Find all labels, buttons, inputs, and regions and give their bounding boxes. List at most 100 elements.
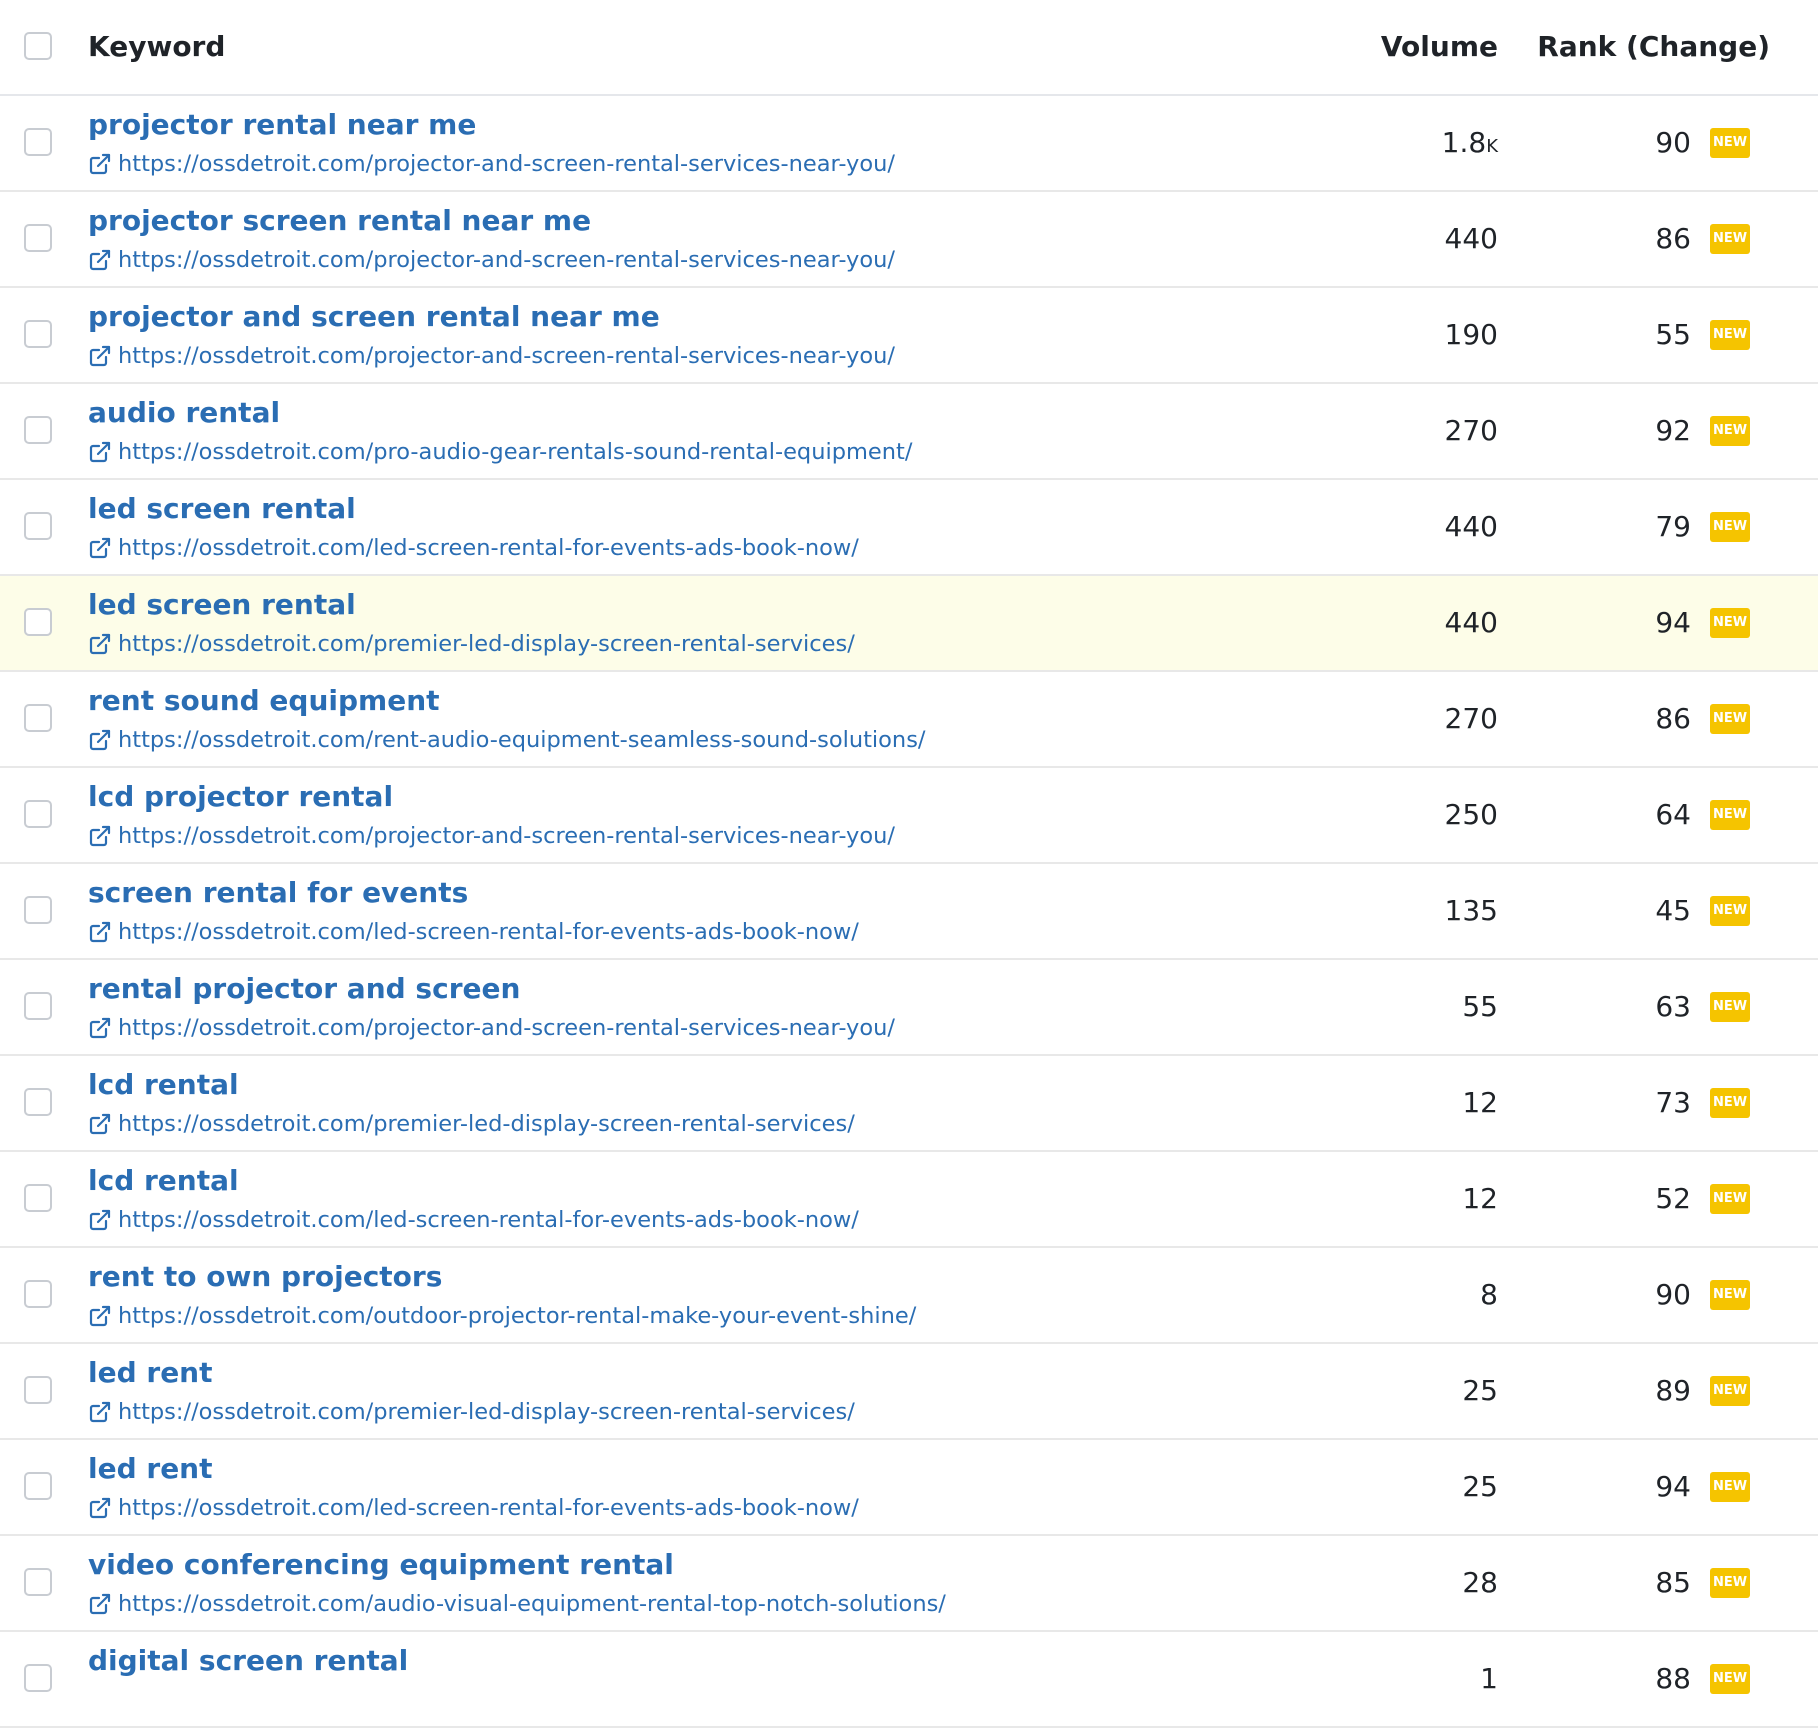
keyword-link[interactable]: led rent <box>88 1452 213 1485</box>
keyword-link[interactable]: lcd rental <box>88 1068 239 1101</box>
external-link-icon[interactable] <box>88 920 112 944</box>
row-checkbox[interactable] <box>24 1184 52 1212</box>
ranking-url-text[interactable]: https://ossdetroit.com/rent-audio-equipm… <box>118 727 926 753</box>
ranking-url[interactable]: https://ossdetroit.com/led-screen-rental… <box>88 1206 859 1234</box>
ranking-url-text[interactable]: https://ossdetroit.com/projector-and-scr… <box>118 151 895 177</box>
ranking-url[interactable]: https://ossdetroit.com/led-screen-rental… <box>88 534 859 562</box>
row-checkbox[interactable] <box>24 1664 52 1692</box>
ranking-url-text[interactable]: https://ossdetroit.com/pro-audio-gear-re… <box>118 439 913 465</box>
column-header-keyword[interactable]: Keyword <box>88 30 226 63</box>
external-link-icon[interactable] <box>88 1496 112 1520</box>
ranking-url-text[interactable]: https://ossdetroit.com/premier-led-displ… <box>118 1399 855 1425</box>
ranking-url[interactable]: https://ossdetroit.com/led-screen-rental… <box>88 1494 859 1522</box>
row-checkbox[interactable] <box>24 1088 52 1116</box>
ranking-url-text[interactable]: https://ossdetroit.com/premier-led-displ… <box>118 1111 855 1137</box>
external-link-icon[interactable] <box>88 632 112 656</box>
keyword-link[interactable]: led rent <box>88 1356 213 1389</box>
volume-number: 25 <box>1462 1470 1498 1503</box>
new-badge: NEW <box>1710 608 1750 638</box>
row-checkbox[interactable] <box>24 704 52 732</box>
external-link-icon[interactable] <box>88 536 112 560</box>
keyword-link[interactable]: rent to own projectors <box>88 1260 443 1293</box>
keyword-link[interactable]: audio rental <box>88 396 281 429</box>
row-checkbox[interactable] <box>24 992 52 1020</box>
row-checkbox[interactable] <box>24 416 52 444</box>
keyword-link[interactable]: video conferencing equipment rental <box>88 1548 674 1581</box>
new-badge: NEW <box>1710 704 1750 734</box>
ranking-url-text[interactable]: https://ossdetroit.com/projector-and-scr… <box>118 1015 895 1041</box>
row-checkbox[interactable] <box>24 1376 52 1404</box>
select-all-checkbox[interactable] <box>24 32 52 60</box>
volume-value: 12 <box>1462 1182 1498 1215</box>
ranking-url[interactable]: https://ossdetroit.com/projector-and-scr… <box>88 246 895 274</box>
external-link-icon[interactable] <box>88 152 112 176</box>
column-header-rank[interactable]: Rank (Change) <box>1537 30 1770 63</box>
row-checkbox[interactable] <box>24 896 52 924</box>
ranking-url[interactable]: https://ossdetroit.com/projector-and-scr… <box>88 822 895 850</box>
row-checkbox[interactable] <box>24 1472 52 1500</box>
external-link-icon[interactable] <box>88 1304 112 1328</box>
keyword-link[interactable]: led screen rental <box>88 492 356 525</box>
ranking-url[interactable]: https://ossdetroit.com/projector-and-scr… <box>88 150 895 178</box>
external-link-icon[interactable] <box>88 344 112 368</box>
row-checkbox[interactable] <box>24 128 52 156</box>
volume-value: 270 <box>1445 414 1498 447</box>
ranking-url[interactable]: https://ossdetroit.com/audio-visual-equi… <box>88 1590 946 1618</box>
ranking-url[interactable]: https://ossdetroit.com/premier-led-displ… <box>88 630 855 658</box>
keyword-link[interactable]: rental projector and screen <box>88 972 521 1005</box>
ranking-url-text[interactable]: https://ossdetroit.com/outdoor-projector… <box>118 1303 917 1329</box>
external-link-icon[interactable] <box>88 728 112 752</box>
keyword-link[interactable]: projector rental near me <box>88 108 477 141</box>
row-checkbox[interactable] <box>24 608 52 636</box>
ranking-url[interactable]: https://ossdetroit.com/premier-led-displ… <box>88 1398 855 1426</box>
ranking-url-text[interactable]: https://ossdetroit.com/premier-led-displ… <box>118 631 855 657</box>
external-link-icon[interactable] <box>88 1016 112 1040</box>
ranking-url[interactable]: https://ossdetroit.com/led-screen-rental… <box>88 918 859 946</box>
keyword-link[interactable]: projector screen rental near me <box>88 204 592 237</box>
column-header-volume[interactable]: Volume <box>1380 30 1498 63</box>
keyword-link[interactable]: projector and screen rental near me <box>88 300 660 333</box>
row-checkbox[interactable] <box>24 320 52 348</box>
ranking-url-text[interactable]: https://ossdetroit.com/audio-visual-equi… <box>118 1591 946 1617</box>
external-link-icon[interactable] <box>88 1592 112 1616</box>
keyword-link[interactable]: lcd projector rental <box>88 780 394 813</box>
keyword-link[interactable]: rent sound equipment <box>88 684 440 717</box>
ranking-url-text[interactable]: https://ossdetroit.com/led-screen-rental… <box>118 919 859 945</box>
keyword-link[interactable]: led screen rental <box>88 588 356 621</box>
external-link-icon[interactable] <box>88 824 112 848</box>
rank-value: 85 <box>1655 1566 1691 1599</box>
ranking-url-text[interactable]: https://ossdetroit.com/led-screen-rental… <box>118 1495 859 1521</box>
keyword-link[interactable]: digital screen rental <box>88 1644 409 1677</box>
ranking-url[interactable]: https://ossdetroit.com/premier-led-displ… <box>88 1110 855 1138</box>
row-checkbox[interactable] <box>24 1568 52 1596</box>
ranking-url-text[interactable]: https://ossdetroit.com/led-screen-rental… <box>118 1207 859 1233</box>
rank-value: 52 <box>1655 1182 1691 1215</box>
volume-number: 25 <box>1462 1374 1498 1407</box>
keyword-link[interactable]: screen rental for events <box>88 876 469 909</box>
keyword-link[interactable]: lcd rental <box>88 1164 239 1197</box>
ranking-url-text[interactable]: https://ossdetroit.com/projector-and-scr… <box>118 247 895 273</box>
ranking-url-text[interactable]: https://ossdetroit.com/led-screen-rental… <box>118 535 859 561</box>
external-link-icon[interactable] <box>88 1400 112 1424</box>
volume-value: 1 <box>1480 1662 1498 1695</box>
rank-value: 86 <box>1655 222 1691 255</box>
row-checkbox[interactable] <box>24 512 52 540</box>
ranking-url[interactable]: https://ossdetroit.com/pro-audio-gear-re… <box>88 438 912 466</box>
external-link-icon[interactable] <box>88 440 112 464</box>
ranking-url[interactable]: https://ossdetroit.com/projector-and-scr… <box>88 1014 895 1042</box>
ranking-url-text[interactable]: https://ossdetroit.com/projector-and-scr… <box>118 343 895 369</box>
table-row: digital screen rental 1 88 NEW <box>0 1632 1818 1728</box>
ranking-url[interactable]: https://ossdetroit.com/rent-audio-equipm… <box>88 726 926 754</box>
external-link-icon[interactable] <box>88 248 112 272</box>
volume-number: 270 <box>1444 702 1498 735</box>
external-link-icon[interactable] <box>88 1208 112 1232</box>
new-badge: NEW <box>1710 896 1750 926</box>
row-checkbox[interactable] <box>24 1280 52 1308</box>
row-checkbox[interactable] <box>24 800 52 828</box>
external-link-icon[interactable] <box>88 1112 112 1136</box>
ranking-url[interactable]: https://ossdetroit.com/outdoor-projector… <box>88 1302 916 1330</box>
ranking-url-text[interactable]: https://ossdetroit.com/projector-and-scr… <box>118 823 895 849</box>
ranking-url[interactable]: https://ossdetroit.com/projector-and-scr… <box>88 342 895 370</box>
table-row: lcd rental https://ossdetroit.com/led-scr… <box>0 1152 1818 1248</box>
row-checkbox[interactable] <box>24 224 52 252</box>
